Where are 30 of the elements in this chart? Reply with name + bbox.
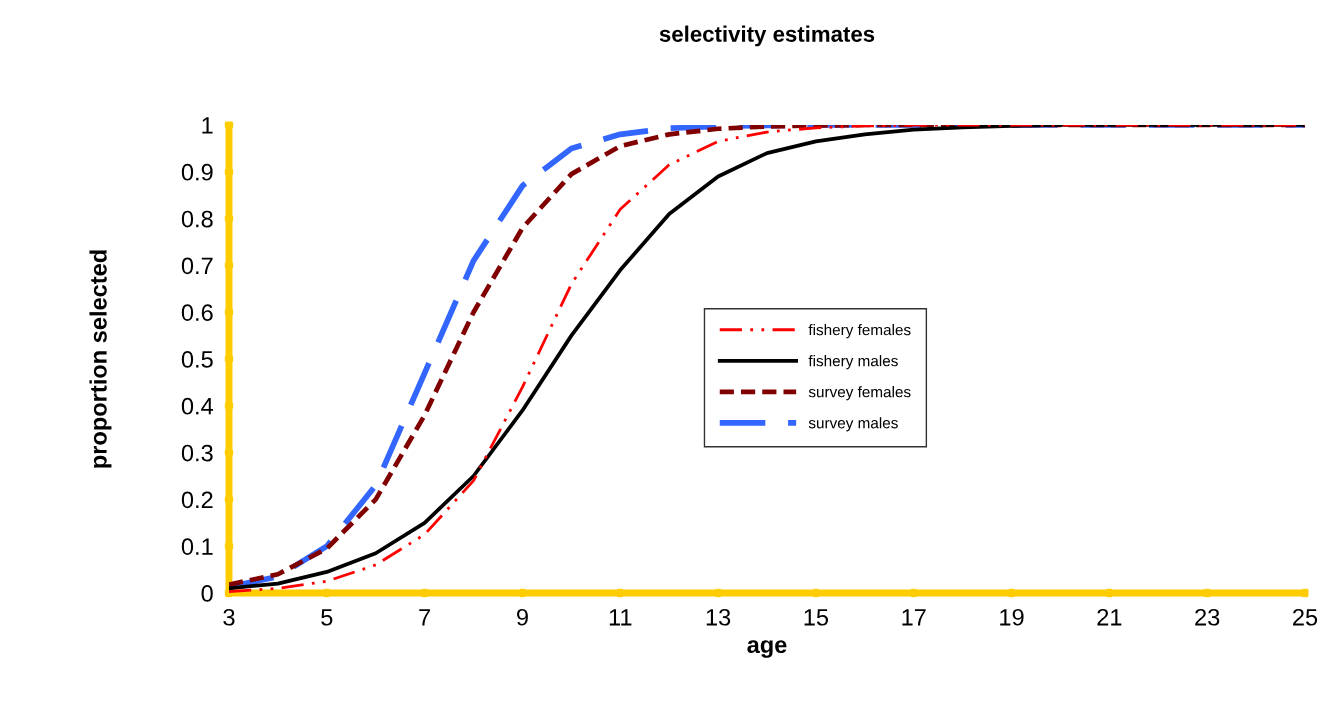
x-tick-label: 3 [223,608,235,626]
y-tick-label: 0.3 [181,444,213,462]
legend-label: fishery females [808,324,911,339]
x-tick-label: 15 [804,609,829,626]
y-tick-label: 0.8 [181,210,213,228]
y-tick-label: 0.5 [181,351,213,368]
y-tick-label: 0 [201,585,213,602]
x-tick-label: 21 [1097,608,1122,626]
x-tick-label: 23 [1195,608,1220,626]
x-tick-label: 9 [517,608,528,626]
x-tick-label: 5 [321,609,333,626]
x-tick-label: 25 [1293,608,1318,626]
x-tick-label: 11 [609,609,632,626]
legend-label: survey females [808,386,911,401]
x-tick-label: 13 [706,608,731,626]
y-tick-label: 1 [202,117,213,134]
y-tick-label: 0.6 [181,304,213,321]
y-axis-title: proportion selected [89,250,112,468]
x-axis-title: age [747,640,787,658]
y-tick-label: 0.7 [181,257,213,275]
y-tick-label: 0.4 [181,397,214,415]
x-tick-label: 19 [1000,608,1024,626]
x-tick-label: 7 [419,609,431,626]
y-tick-label: 0.1 [181,538,213,555]
x-tick-label: 17 [902,609,926,626]
y-tick-label: 0.2 [181,491,213,509]
legend-label: fishery males [808,355,898,370]
legend-label: survey males [808,417,898,432]
chart-title: selectivity estimates [659,25,875,47]
y-tick-label: 0.9 [181,163,213,181]
